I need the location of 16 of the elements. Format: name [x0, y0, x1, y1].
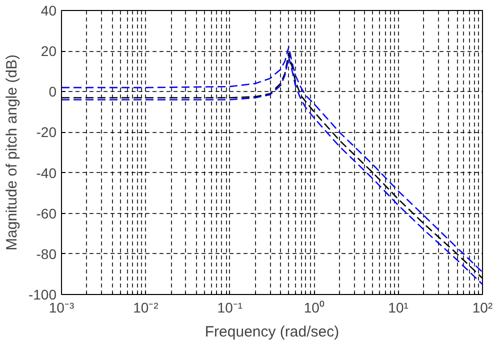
y-tick-label: 0: [48, 84, 57, 100]
x-tick-label: 10¹: [388, 300, 409, 316]
x-tick-label: 10⁻¹: [217, 300, 243, 316]
x-tick-label: 10⁰: [304, 300, 324, 316]
y-tick-label: 20: [40, 43, 57, 60]
y-axis-title: Magnitude of pitch angle (dB): [3, 54, 20, 250]
y-tick-label: 40: [40, 2, 57, 18]
y-tick-label: -40: [36, 164, 57, 181]
x-tick-label: 10²: [472, 300, 493, 316]
y-tick-label: -100: [28, 286, 57, 302]
x-tick-label: 10⁻²: [133, 300, 159, 316]
y-tick-label: -20: [36, 124, 57, 140]
y-tick-label: -80: [36, 246, 57, 262]
y-tick-label: -60: [36, 205, 57, 222]
x-tick-label: 10⁻³: [48, 300, 74, 316]
x-axis-title: Frequency (rad/sec): [204, 324, 340, 340]
